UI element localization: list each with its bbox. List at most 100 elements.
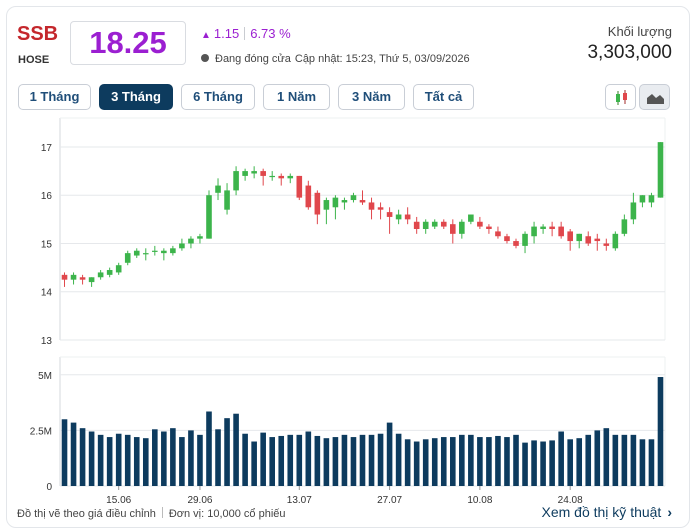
tab-all[interactable]: Tất cả [413,84,474,110]
candle [142,248,149,261]
candle [440,219,447,229]
candle [79,274,86,285]
candle [422,219,429,234]
volume-bar [206,411,212,486]
volume-value: 3,303,000 [587,42,672,63]
candle [540,224,546,234]
candle [106,267,113,278]
tab-3-years[interactable]: 3 Năm [338,84,405,110]
tab-1-month[interactable]: 1 Tháng [18,84,91,110]
candle [161,248,167,261]
candle [459,219,465,239]
candle [350,192,357,203]
candle [260,168,266,186]
candle [332,195,339,220]
candle [603,238,610,251]
volume-bar [242,433,248,486]
volume-bar [224,418,230,486]
area-chart-button[interactable] [639,84,670,110]
candle [215,178,221,201]
volume-bar [404,439,411,486]
candle-body [142,253,149,255]
x-tick-label: 10.08 [467,495,492,506]
candle [477,216,483,229]
divider [244,27,246,40]
candle [314,190,321,225]
candle [630,192,637,225]
candle [206,190,212,239]
volume-bar [449,437,456,486]
volume-bar [639,439,646,486]
candle-body [603,243,610,246]
candle-body [242,171,248,176]
candle-body [278,175,285,179]
volume-bar [188,430,194,486]
volume-bar [97,434,104,486]
volume-bar [170,428,176,486]
candle [278,173,285,186]
volume-bar [341,434,348,486]
candle [504,233,510,244]
volume-bar [459,434,465,486]
candle-body [79,277,86,280]
candle-body [88,277,95,283]
candle [468,214,474,225]
tab-1-year[interactable]: 1 Năm [263,84,330,110]
candle-body [251,171,257,174]
x-tick-label: 15.06 [106,495,131,506]
volume-bar [251,441,257,486]
candles [61,142,664,287]
candle-body [314,192,321,215]
price-tick-label: 17 [41,143,53,154]
volume-bar [504,437,510,486]
candle [70,272,77,285]
volume-bar [215,429,221,486]
candle [124,250,131,266]
up-triangle-icon: ▲ [201,30,211,41]
volume-bar [585,434,592,486]
candle-body [639,195,646,203]
candle-body [431,221,438,227]
updated-time: Cập nhật: 15:23, Thứ 5, 03/09/2026 [294,53,470,65]
candle [224,183,230,215]
technical-chart-link[interactable]: Xem đồ thị kỹ thuật › [541,504,672,520]
chart-footnote: Đồ thị vẽ theo giá điều chỉnh Đơn vị: 10,… [17,507,286,520]
candle-body [413,221,420,229]
volume-bar [332,437,339,486]
candle [621,214,628,237]
x-axis: 15.06 29.06 13.07 27.07 10.08 24.08 [106,486,583,506]
volume-bar [142,438,149,486]
volume-bar [531,440,537,486]
candle [513,238,519,249]
status-dot-icon [201,54,209,62]
candle [657,142,664,198]
tab-3-months[interactable]: 3 Tháng [99,84,173,110]
volume-grid: 0 2.5M 5M [30,356,666,493]
volume-bar [124,434,131,486]
candle-body [395,214,402,220]
volume-bar [278,435,285,486]
candlestick-icon [616,90,627,105]
candle [404,207,411,225]
volume-bar [657,377,664,486]
volume-bar [549,440,555,486]
volume-bar [440,437,447,486]
technical-chart-link-label: Xem đồ thị kỹ thuật [541,504,662,520]
volume-bar [133,437,140,486]
candlestick-chart-button[interactable] [605,84,636,110]
candle [233,166,239,196]
volume-bar [152,429,158,486]
candle [639,195,646,208]
candle [648,192,655,208]
tab-6-months[interactable]: 6 Tháng [181,84,255,110]
candle-body [495,231,501,237]
candle [449,219,456,244]
candle-body [296,175,303,198]
candle-body [152,250,158,252]
candle [377,202,384,220]
candle-body [440,221,447,227]
candle [152,245,158,256]
candle-body [233,171,239,191]
volume-bar [233,413,239,486]
